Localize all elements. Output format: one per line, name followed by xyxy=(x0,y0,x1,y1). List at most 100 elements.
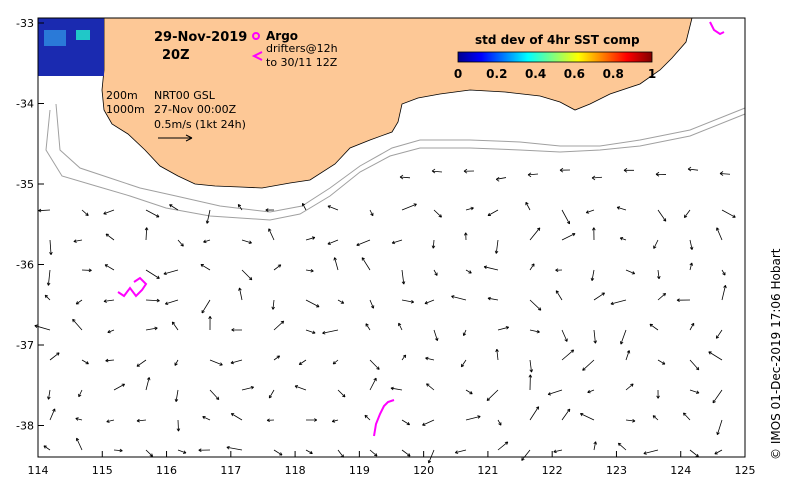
isobath-200m xyxy=(45,109,746,221)
colorbar-tick-label: 1 xyxy=(648,67,656,81)
current-arrow xyxy=(294,385,307,391)
current-arrow xyxy=(302,202,307,211)
current-arrow xyxy=(610,299,627,306)
y-tick-label: -35 xyxy=(16,178,34,191)
current-arrow xyxy=(241,385,255,391)
current-arrow xyxy=(305,449,313,455)
current-arrow xyxy=(268,228,275,241)
current-arrow xyxy=(529,263,535,271)
current-arrow xyxy=(579,412,595,421)
current-arrow xyxy=(460,359,467,368)
current-arrow xyxy=(331,419,339,423)
current-arrow xyxy=(716,227,723,241)
current-arrow xyxy=(462,329,467,337)
current-arrow xyxy=(401,299,415,304)
current-arrow xyxy=(497,441,509,451)
current-arrow xyxy=(495,348,499,361)
isobath-1000m xyxy=(55,103,746,213)
current-arrow xyxy=(136,359,147,367)
current-arrow xyxy=(203,239,211,244)
current-arrow xyxy=(169,204,179,211)
current-arrow xyxy=(719,171,731,176)
current-arrow xyxy=(398,322,403,331)
current-arrow xyxy=(107,329,115,334)
current-arrow xyxy=(44,294,51,301)
current-arrow xyxy=(49,239,53,256)
current-arrow xyxy=(46,269,51,286)
current-arrow xyxy=(337,299,345,304)
current-arrow xyxy=(401,354,407,361)
map-frame xyxy=(37,17,746,458)
current-arrow xyxy=(687,166,699,172)
current-arrow xyxy=(657,292,667,301)
current-arrow xyxy=(427,449,435,464)
current-arrow xyxy=(268,389,275,399)
current-arrow xyxy=(38,208,51,213)
current-arrow xyxy=(369,359,380,370)
current-arrow xyxy=(226,445,243,451)
current-arrow xyxy=(369,299,375,309)
current-arrow xyxy=(528,374,533,391)
drifter-track xyxy=(709,21,725,36)
current-arrow xyxy=(521,449,531,461)
current-arrow xyxy=(163,269,179,276)
current-arrow xyxy=(390,386,403,391)
current-arrow xyxy=(623,167,635,173)
x-tick-label: 124 xyxy=(670,464,691,477)
current-arrow xyxy=(463,232,468,241)
sst-data-patch xyxy=(38,18,104,76)
current-arrow xyxy=(655,171,667,177)
current-arrow xyxy=(176,419,181,432)
current-arrow xyxy=(273,449,283,456)
current-arrow xyxy=(75,417,83,421)
current-arrow xyxy=(273,320,285,331)
current-arrow xyxy=(322,329,339,335)
current-arrow xyxy=(494,239,499,254)
current-arrow xyxy=(593,292,605,301)
current-arrow xyxy=(590,269,595,281)
current-arrow xyxy=(391,239,403,245)
current-arrow xyxy=(238,287,243,301)
current-arrow xyxy=(298,359,307,366)
current-arrow xyxy=(104,264,115,271)
current-arrow xyxy=(529,227,541,241)
current-arrow xyxy=(625,350,631,361)
current-arrow xyxy=(327,205,339,211)
model-time: 27-Nov 00:00Z xyxy=(154,103,237,116)
current-arrow xyxy=(164,299,179,305)
current-arrow xyxy=(712,389,723,404)
current-arrow xyxy=(657,359,666,365)
colorbar-tick-label: 0.8 xyxy=(603,67,624,81)
map-date: 29-Nov-2019 xyxy=(154,30,247,45)
drifter-marker-icon xyxy=(251,51,263,61)
current-arrow xyxy=(145,298,160,303)
current-arrow xyxy=(75,437,83,451)
current-arrow xyxy=(230,413,243,421)
current-arrow xyxy=(689,359,700,371)
current-arrow xyxy=(487,209,499,216)
drifter-track xyxy=(373,399,395,437)
current-arrow xyxy=(525,201,531,211)
current-arrow xyxy=(327,239,339,245)
current-arrow xyxy=(529,299,542,311)
current-arrow xyxy=(365,323,371,331)
current-arrow xyxy=(715,329,723,339)
current-arrow xyxy=(483,265,499,271)
current-arrow xyxy=(555,290,563,301)
colorbar-tick-label: 0.4 xyxy=(525,67,546,81)
x-tick-label: 115 xyxy=(92,464,113,477)
current-arrow xyxy=(337,449,344,458)
current-arrow xyxy=(561,349,575,361)
current-arrow xyxy=(266,418,275,423)
current-arrow xyxy=(689,262,693,271)
current-arrow xyxy=(620,329,627,345)
current-arrow xyxy=(721,209,736,218)
current-arrow xyxy=(73,239,83,243)
current-arrow xyxy=(657,269,661,280)
current-arrow xyxy=(113,448,123,453)
current-arrow xyxy=(619,237,627,241)
current-arrow xyxy=(144,227,149,241)
current-arrow xyxy=(487,296,499,301)
current-arrow xyxy=(305,418,318,422)
current-arrow xyxy=(689,322,695,331)
